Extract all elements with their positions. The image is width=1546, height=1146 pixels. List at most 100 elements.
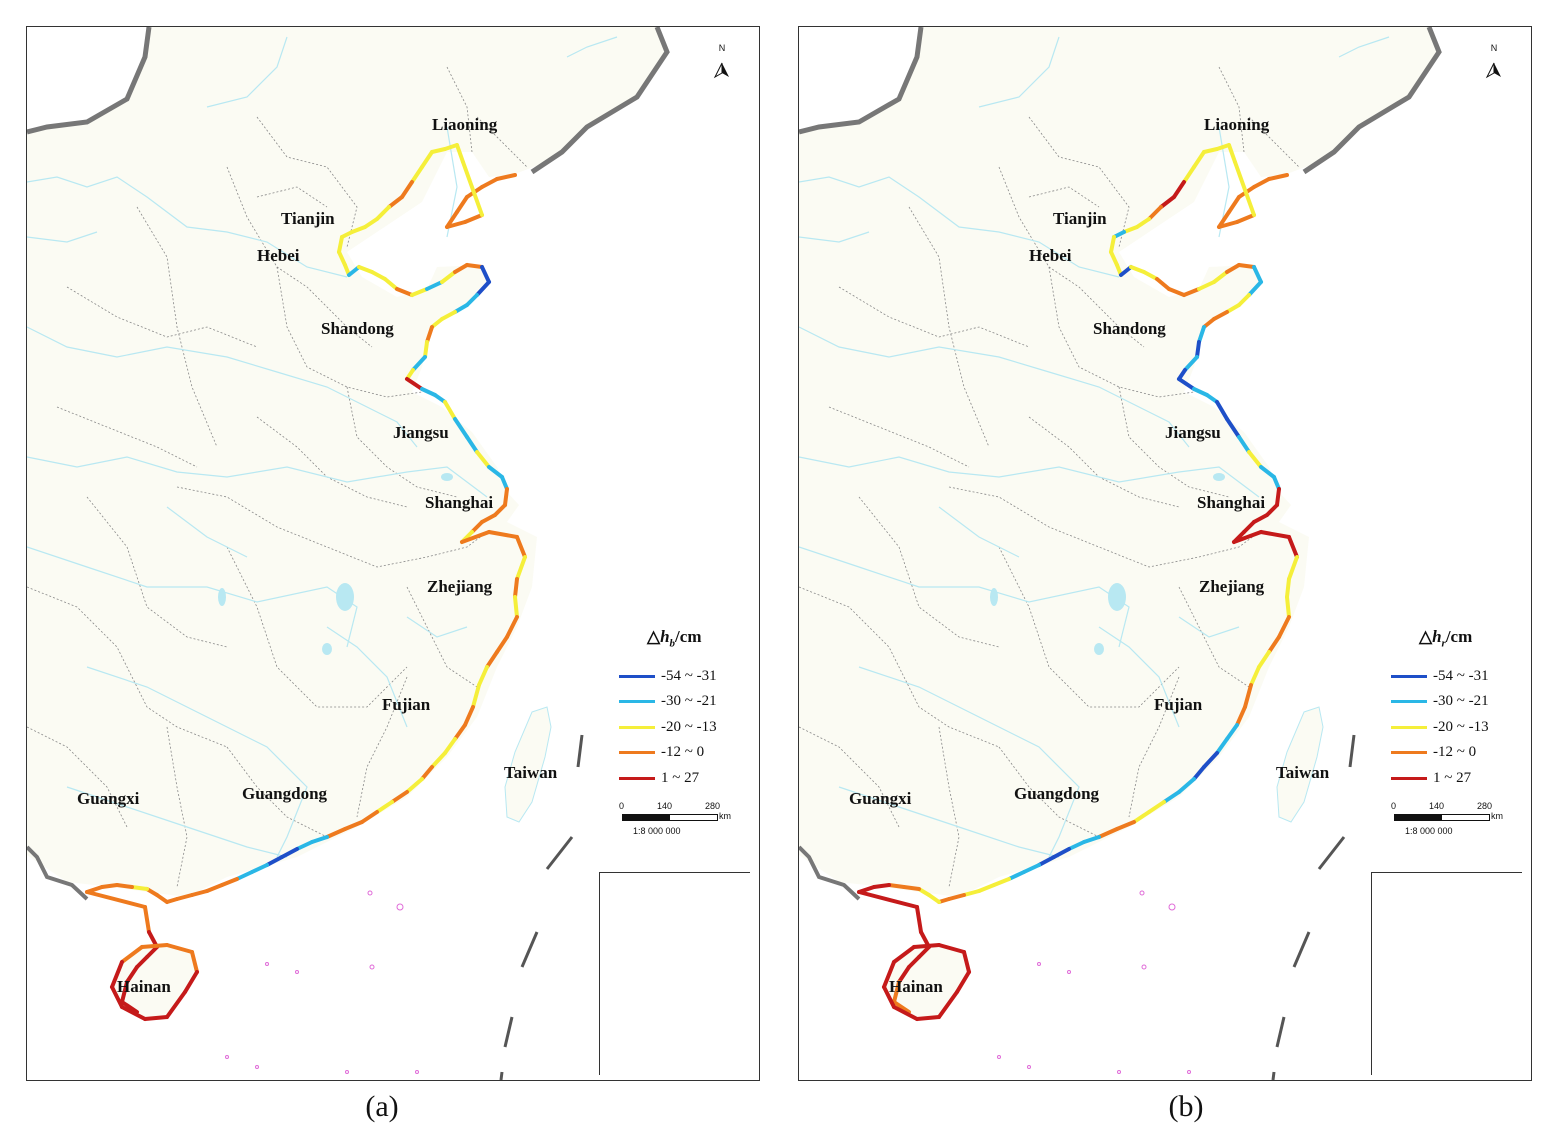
- coast-segment: [1237, 293, 1251, 307]
- coast-segment: [1225, 263, 1241, 274]
- legend-item: -20 ~ -13: [1391, 714, 1511, 740]
- hainan-coast-segment: [140, 943, 169, 949]
- coast-segment: [420, 387, 437, 397]
- scale-bar: 0 140 280 km 1:8 000 000: [1391, 801, 1503, 841]
- label-shanghai: Shanghai: [1197, 493, 1265, 512]
- coast-segment: [145, 945, 159, 959]
- label-hebei: Hebei: [1029, 246, 1072, 265]
- label-guangxi: Guangxi: [849, 789, 912, 808]
- hainan-coast-segment: [937, 990, 959, 1019]
- legend-rows: -54 ~ -31 -30 ~ -21 -20 ~ -13 -12 ~ 0 1 ~ 27: [619, 663, 739, 791]
- hainan-coast-segment: [120, 945, 144, 964]
- caption-a: (a): [365, 1090, 399, 1123]
- coast-segment: [927, 893, 941, 904]
- legend-item: -12 ~ 0: [1391, 740, 1511, 766]
- hainan-coast-segment: [120, 1005, 147, 1021]
- hainan-coast-segment: [190, 950, 199, 974]
- coast-segment: [430, 751, 447, 769]
- coast-segment: [962, 889, 981, 897]
- coast-segment: [1037, 855, 1056, 867]
- label-fujian: Fujian: [382, 695, 431, 714]
- coast-segment: [1265, 503, 1279, 517]
- coast-segment: [495, 173, 517, 181]
- coast-segment: [440, 270, 457, 284]
- coast-segment: [310, 835, 329, 844]
- coast-segment: [440, 310, 457, 321]
- coast-segment: [1115, 820, 1136, 831]
- coast-segment: [423, 340, 429, 359]
- coast-segment: [1247, 280, 1263, 297]
- coast-segment: [1249, 665, 1261, 687]
- coast-segment: [1252, 177, 1271, 189]
- coast-segment: [1122, 225, 1139, 234]
- coast-segment: [1227, 143, 1237, 164]
- label-guangdong: Guangdong: [242, 784, 328, 803]
- legend-title: △hb/cm: [647, 627, 702, 650]
- hainan-coast-segment: [165, 990, 187, 1019]
- coast-segment: [1233, 160, 1256, 217]
- coast-segment: [455, 195, 469, 214]
- coast-segment: [1162, 790, 1181, 804]
- coast-segment: [477, 665, 489, 687]
- coast-segment: [1277, 615, 1291, 639]
- coast-segment: [350, 225, 367, 234]
- coast-segment: [465, 293, 479, 307]
- coast-segment: [1067, 840, 1086, 851]
- coast-segment: [343, 820, 364, 831]
- coast-segment: [387, 195, 404, 209]
- coast-segment: [430, 317, 444, 329]
- coast-segment: [1177, 777, 1196, 794]
- coast-segment: [1109, 235, 1116, 254]
- scale-unit: km: [719, 811, 731, 821]
- coast-segment: [453, 723, 467, 741]
- legend-label: 1 ~ 27: [1433, 769, 1472, 786]
- coast-segment: [463, 705, 475, 727]
- coast-segment: [872, 883, 891, 889]
- legend-swatch: [619, 674, 655, 678]
- coast-segment: [470, 520, 484, 534]
- hainan-coast-segment: [937, 943, 966, 954]
- coast-segment: [897, 965, 911, 984]
- label-fujian: Fujian: [1154, 695, 1203, 714]
- coast-segment: [1242, 520, 1256, 534]
- legend-item: 1 ~ 27: [1391, 765, 1511, 791]
- inset-map: [599, 872, 750, 1075]
- legend-label: -54 ~ -31: [1433, 667, 1489, 684]
- coast-segment: [1082, 835, 1101, 844]
- coast-segment: [480, 177, 499, 189]
- coast-segment: [1257, 650, 1271, 669]
- coast-segment: [487, 530, 519, 539]
- coast-segment: [1235, 213, 1256, 224]
- coast-segment: [1215, 143, 1231, 151]
- scale-tick-0: 0: [1391, 801, 1397, 811]
- hainan-coast-segment: [143, 1015, 169, 1021]
- scale-tick-280: 280: [705, 801, 721, 811]
- coast-segment: [857, 890, 919, 909]
- coast-segment: [475, 280, 491, 297]
- coast-segment: [383, 277, 399, 291]
- label-tianjin: Tianjin: [1053, 209, 1107, 228]
- base-map: Liaoning Tianjin Hebei Shandong Jiangsu …: [27, 27, 759, 1080]
- legend-swatch: [1391, 700, 1427, 704]
- coast-segment: [1225, 417, 1241, 439]
- coast-segment: [370, 270, 387, 281]
- label-zhejiang: Zhejiang: [427, 577, 493, 596]
- coast-segment: [515, 535, 527, 559]
- scale-bar-graphic: [1394, 814, 1490, 821]
- coast-segment: [1259, 530, 1291, 539]
- coast-segment: [902, 885, 921, 891]
- coast-segment: [1252, 265, 1263, 284]
- coast-segment: [390, 790, 409, 804]
- coast-segment: [455, 143, 465, 164]
- north-label: N: [1491, 43, 1498, 53]
- coast-segment: [1212, 270, 1229, 284]
- map-panel-b: Liaoning Tianjin Hebei Shandong Jiangsu …: [798, 26, 1532, 1081]
- coast-segment: [505, 615, 519, 639]
- legend-swatch: [1391, 776, 1427, 780]
- coast-segment: [1119, 265, 1133, 277]
- label-taiwan: Taiwan: [1276, 763, 1330, 782]
- coast-segment: [205, 883, 224, 893]
- coast-segment: [453, 263, 469, 274]
- coast-segment: [1202, 751, 1219, 769]
- label-jiangsu: Jiangsu: [393, 423, 449, 442]
